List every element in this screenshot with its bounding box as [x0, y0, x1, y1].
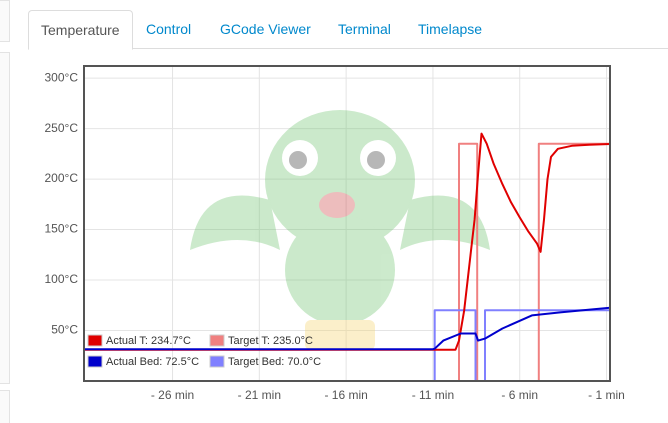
series-line — [84, 132, 611, 351]
y-tick-label: 250°C — [45, 121, 79, 135]
plot-frame — [83, 65, 611, 382]
tab[interactable]: Temperature — [28, 10, 133, 50]
legend-label: Target T: 235.0°C — [228, 335, 313, 347]
legend-label: Target Bed: 70.0°C — [228, 356, 321, 368]
grid — [84, 66, 610, 381]
legend-swatch — [87, 355, 103, 368]
legend-label: Actual Bed: 72.5°C — [106, 356, 199, 368]
x-tick-label: - 16 min — [324, 388, 367, 402]
side-panel — [0, 0, 10, 42]
side-panel — [0, 52, 10, 384]
watermark — [190, 110, 490, 350]
x-tick-label: - 1 min — [588, 388, 625, 402]
series-line — [84, 306, 611, 351]
tab[interactable]: Control — [146, 21, 192, 37]
y-tick-label: 300°C — [45, 70, 79, 84]
side-panel — [0, 390, 10, 423]
tab[interactable]: Timelapse — [418, 21, 483, 37]
legend: Actual T: 234.7°C Target T: 235.0°C Actual… — [87, 334, 321, 368]
x-tick-label: - 11 min — [412, 388, 454, 402]
legend-swatch — [209, 355, 225, 368]
y-tick-label: 100°C — [45, 272, 79, 286]
legend-swatch — [209, 334, 225, 347]
tab[interactable]: Terminal — [338, 21, 391, 37]
x-tick-label: - 6 min — [501, 388, 538, 402]
x-tick-label: - 21 min — [238, 388, 281, 402]
y-tick-label: 50°C — [51, 323, 78, 337]
tab[interactable]: GCode Viewer — [220, 21, 311, 37]
series-line — [84, 309, 610, 382]
y-tick-label: 200°C — [45, 171, 79, 185]
tab-bar: Temperature Control GCode Viewer Terminal Ti… — [28, 10, 668, 50]
y-tick-label: 150°C — [45, 222, 79, 236]
x-tick-label: - 26 min — [151, 388, 194, 402]
legend-swatch — [87, 334, 103, 347]
legend-label: Actual T: 234.7°C — [106, 335, 191, 347]
